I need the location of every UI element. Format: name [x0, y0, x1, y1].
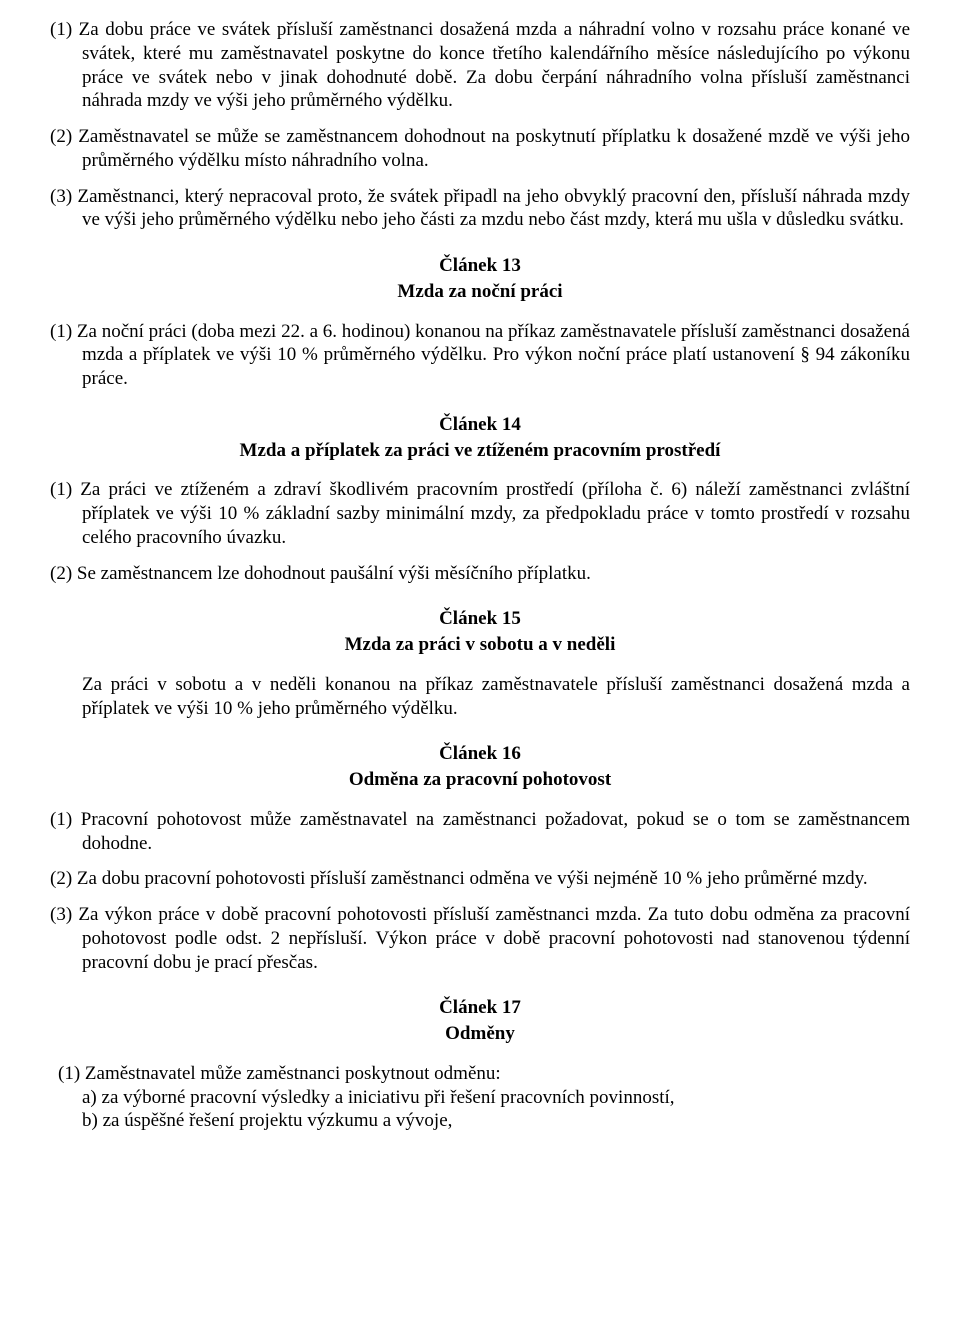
paragraph-14-1: (1) Za práci ve ztíženém a zdraví škodli… — [50, 478, 910, 549]
paragraph-17-intro: (1) Zaměstnavatel může zaměstnanci posky… — [50, 1062, 910, 1086]
paragraph-12-2: (2) Zaměstnavatel se může se zaměstnance… — [50, 125, 910, 173]
paragraph-12-3: (3) Zaměstnanci, který nepracoval proto,… — [50, 185, 910, 233]
paragraph-16-2: (2) Za dobu pracovní pohotovosti přísluš… — [50, 867, 910, 891]
article-16-subtitle: Odměna za pracovní pohotovost — [50, 768, 910, 792]
article-16-heading: Článek 16 — [50, 742, 910, 766]
paragraph-17-b: b) za úspěšné řešení projektu výzkumu a … — [50, 1109, 910, 1133]
article-15-heading: Článek 15 — [50, 607, 910, 631]
paragraph-16-1: (1) Pracovní pohotovost může zaměstnavat… — [50, 808, 910, 856]
paragraph-12-1: (1) Za dobu práce ve svátek přísluší zam… — [50, 18, 910, 113]
article-13-subtitle: Mzda za noční práci — [50, 280, 910, 304]
article-14-heading: Článek 14 — [50, 413, 910, 437]
paragraph-13-1: (1) Za noční práci (doba mezi 22. a 6. h… — [50, 320, 910, 391]
article-14-subtitle: Mzda a příplatek za práci ve ztíženém pr… — [50, 439, 910, 463]
article-17-subtitle: Odměny — [50, 1022, 910, 1046]
paragraph-15: Za práci v sobotu a v neděli konanou na … — [50, 673, 910, 721]
paragraph-14-2: (2) Se zaměstnancem lze dohodnout paušál… — [50, 562, 910, 586]
article-17-heading: Článek 17 — [50, 996, 910, 1020]
article-15-subtitle: Mzda za práci v sobotu a v neděli — [50, 633, 910, 657]
article-13-heading: Článek 13 — [50, 254, 910, 278]
paragraph-17-a: a) za výborné pracovní výsledky a inicia… — [50, 1086, 910, 1110]
paragraph-16-3: (3) Za výkon práce v době pracovní pohot… — [50, 903, 910, 974]
